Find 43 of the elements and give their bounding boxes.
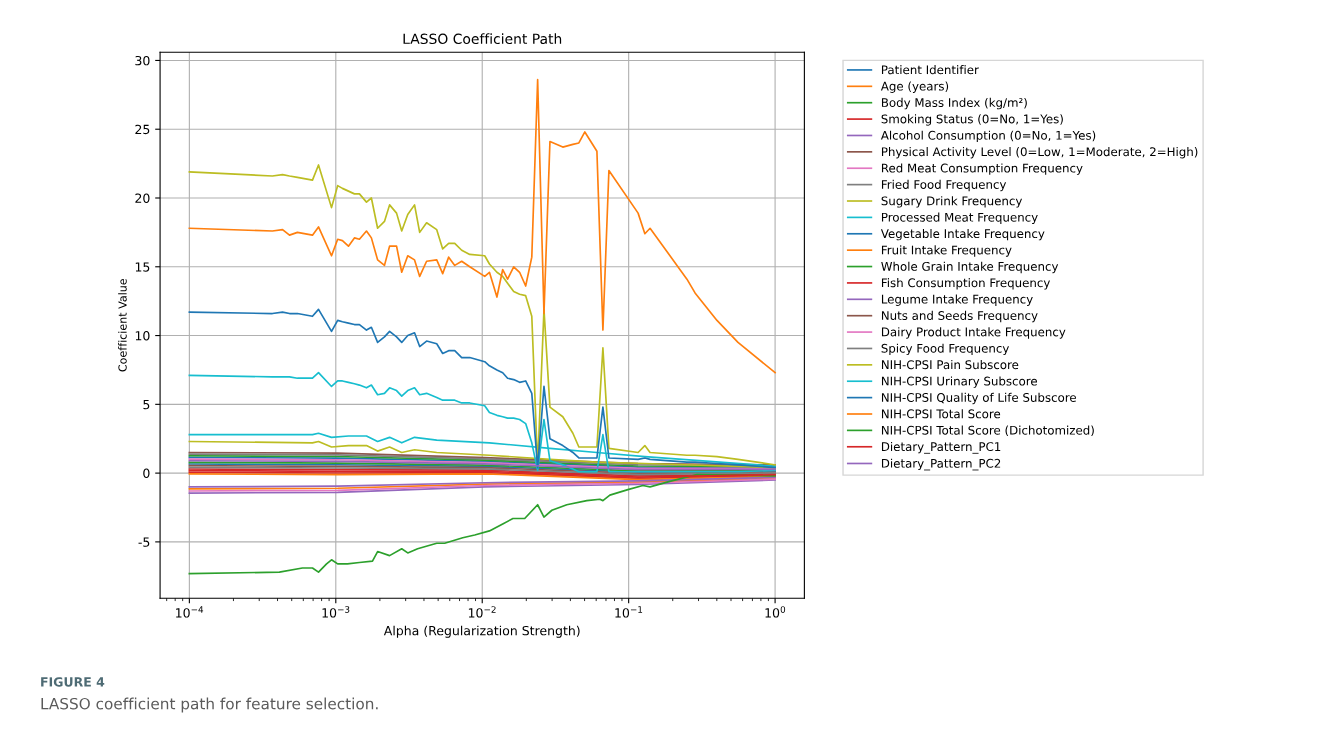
y-tick-label: 25 — [135, 124, 150, 135]
legend-label: Spicy Food Frequency — [881, 343, 1009, 356]
y-tick-label: 15 — [135, 262, 150, 272]
y-tick-label: 30 — [135, 55, 150, 66]
text: LASSO coefficient path for feature selection. — [41, 697, 378, 713]
legend-label: Body Mass Index (kg/m²) — [881, 97, 1027, 110]
legend-label: Sugary Drink Frequency — [881, 196, 1023, 208]
x-tick-label: 10$^{−3}$ — [322, 606, 350, 618]
x-tick-label: 10$^{−2}$ — [468, 606, 496, 618]
legend-label: Alcohol Consumption (0=No, 1=Yes) — [880, 130, 1096, 143]
legend-label: NIH-CPSI Pain Subscore — [881, 360, 1019, 370]
caption: FIGURE 4 — [41, 677, 105, 687]
y-axis-title: Coefficient Value — [118, 278, 127, 372]
legend-label: Dietary_Pattern_PC2 — [881, 458, 1001, 471]
legend-label: Dietary_Pattern_PC1 — [881, 441, 1001, 454]
legend-label: NIH-CPSI Total Score (Dichotomized) — [881, 425, 1094, 437]
x-axis-title: Alpha (Regularization Strength) — [383, 625, 580, 638]
legend-label: Red Meat Consumption Frequency — [881, 163, 1083, 175]
chart-title: LASSO Coefficient Path — [403, 33, 562, 45]
legend-label: Vegetable Intake Frequency — [880, 228, 1045, 241]
x-tick-label: 10$^{0}$ — [765, 606, 786, 618]
y-tick-label: 0 — [143, 468, 150, 479]
legend-label: NIH-CPSI Urinary Subscore — [881, 376, 1037, 388]
legend-label: Dairy Product Intake Frequency — [881, 327, 1066, 339]
legend-label: NIH-CPSI Total Score — [881, 409, 1001, 419]
legend-label: Patient Identifier — [881, 65, 979, 75]
x-tick-label: 10$^{−1}$ — [615, 606, 643, 618]
legend-label: Nuts and Seeds Frequency — [881, 310, 1038, 323]
legend-label: Physical Activity Level (0=Low, 1=Moderate, 2=High) — [881, 147, 1198, 159]
legend-label: Fried Food Frequency — [881, 179, 1007, 192]
y-tick-label: 5 — [143, 399, 150, 410]
legend-label: Legume Intake Frequency — [881, 294, 1033, 306]
y-tick-label: 10 — [135, 331, 150, 341]
legend-label: Age (years) — [880, 81, 949, 93]
legend-label: NIH-CPSI Quality of Life Subscore — [881, 392, 1077, 405]
legend-label: Processed Meat Frequency — [881, 212, 1038, 224]
legend-label: Fish Consumption Frequency — [881, 278, 1050, 290]
legend-label: Smoking Status (0=No, 1=Yes) — [881, 114, 1063, 126]
y-tick-label: -5 — [138, 537, 150, 547]
legend-label: Fruit Intake Frequency — [881, 245, 1012, 257]
legend-label: Whole Grain Intake Frequency — [881, 261, 1059, 274]
x-tick-label: 10$^{−4}$ — [176, 606, 204, 618]
y-tick-label: 20 — [135, 193, 150, 203]
